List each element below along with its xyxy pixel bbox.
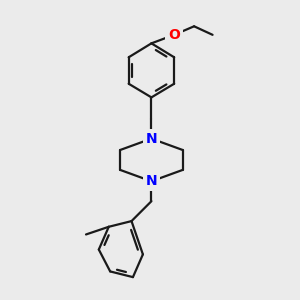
Text: N: N [146, 174, 157, 188]
Text: N: N [146, 132, 157, 145]
Text: O: O [168, 28, 180, 42]
